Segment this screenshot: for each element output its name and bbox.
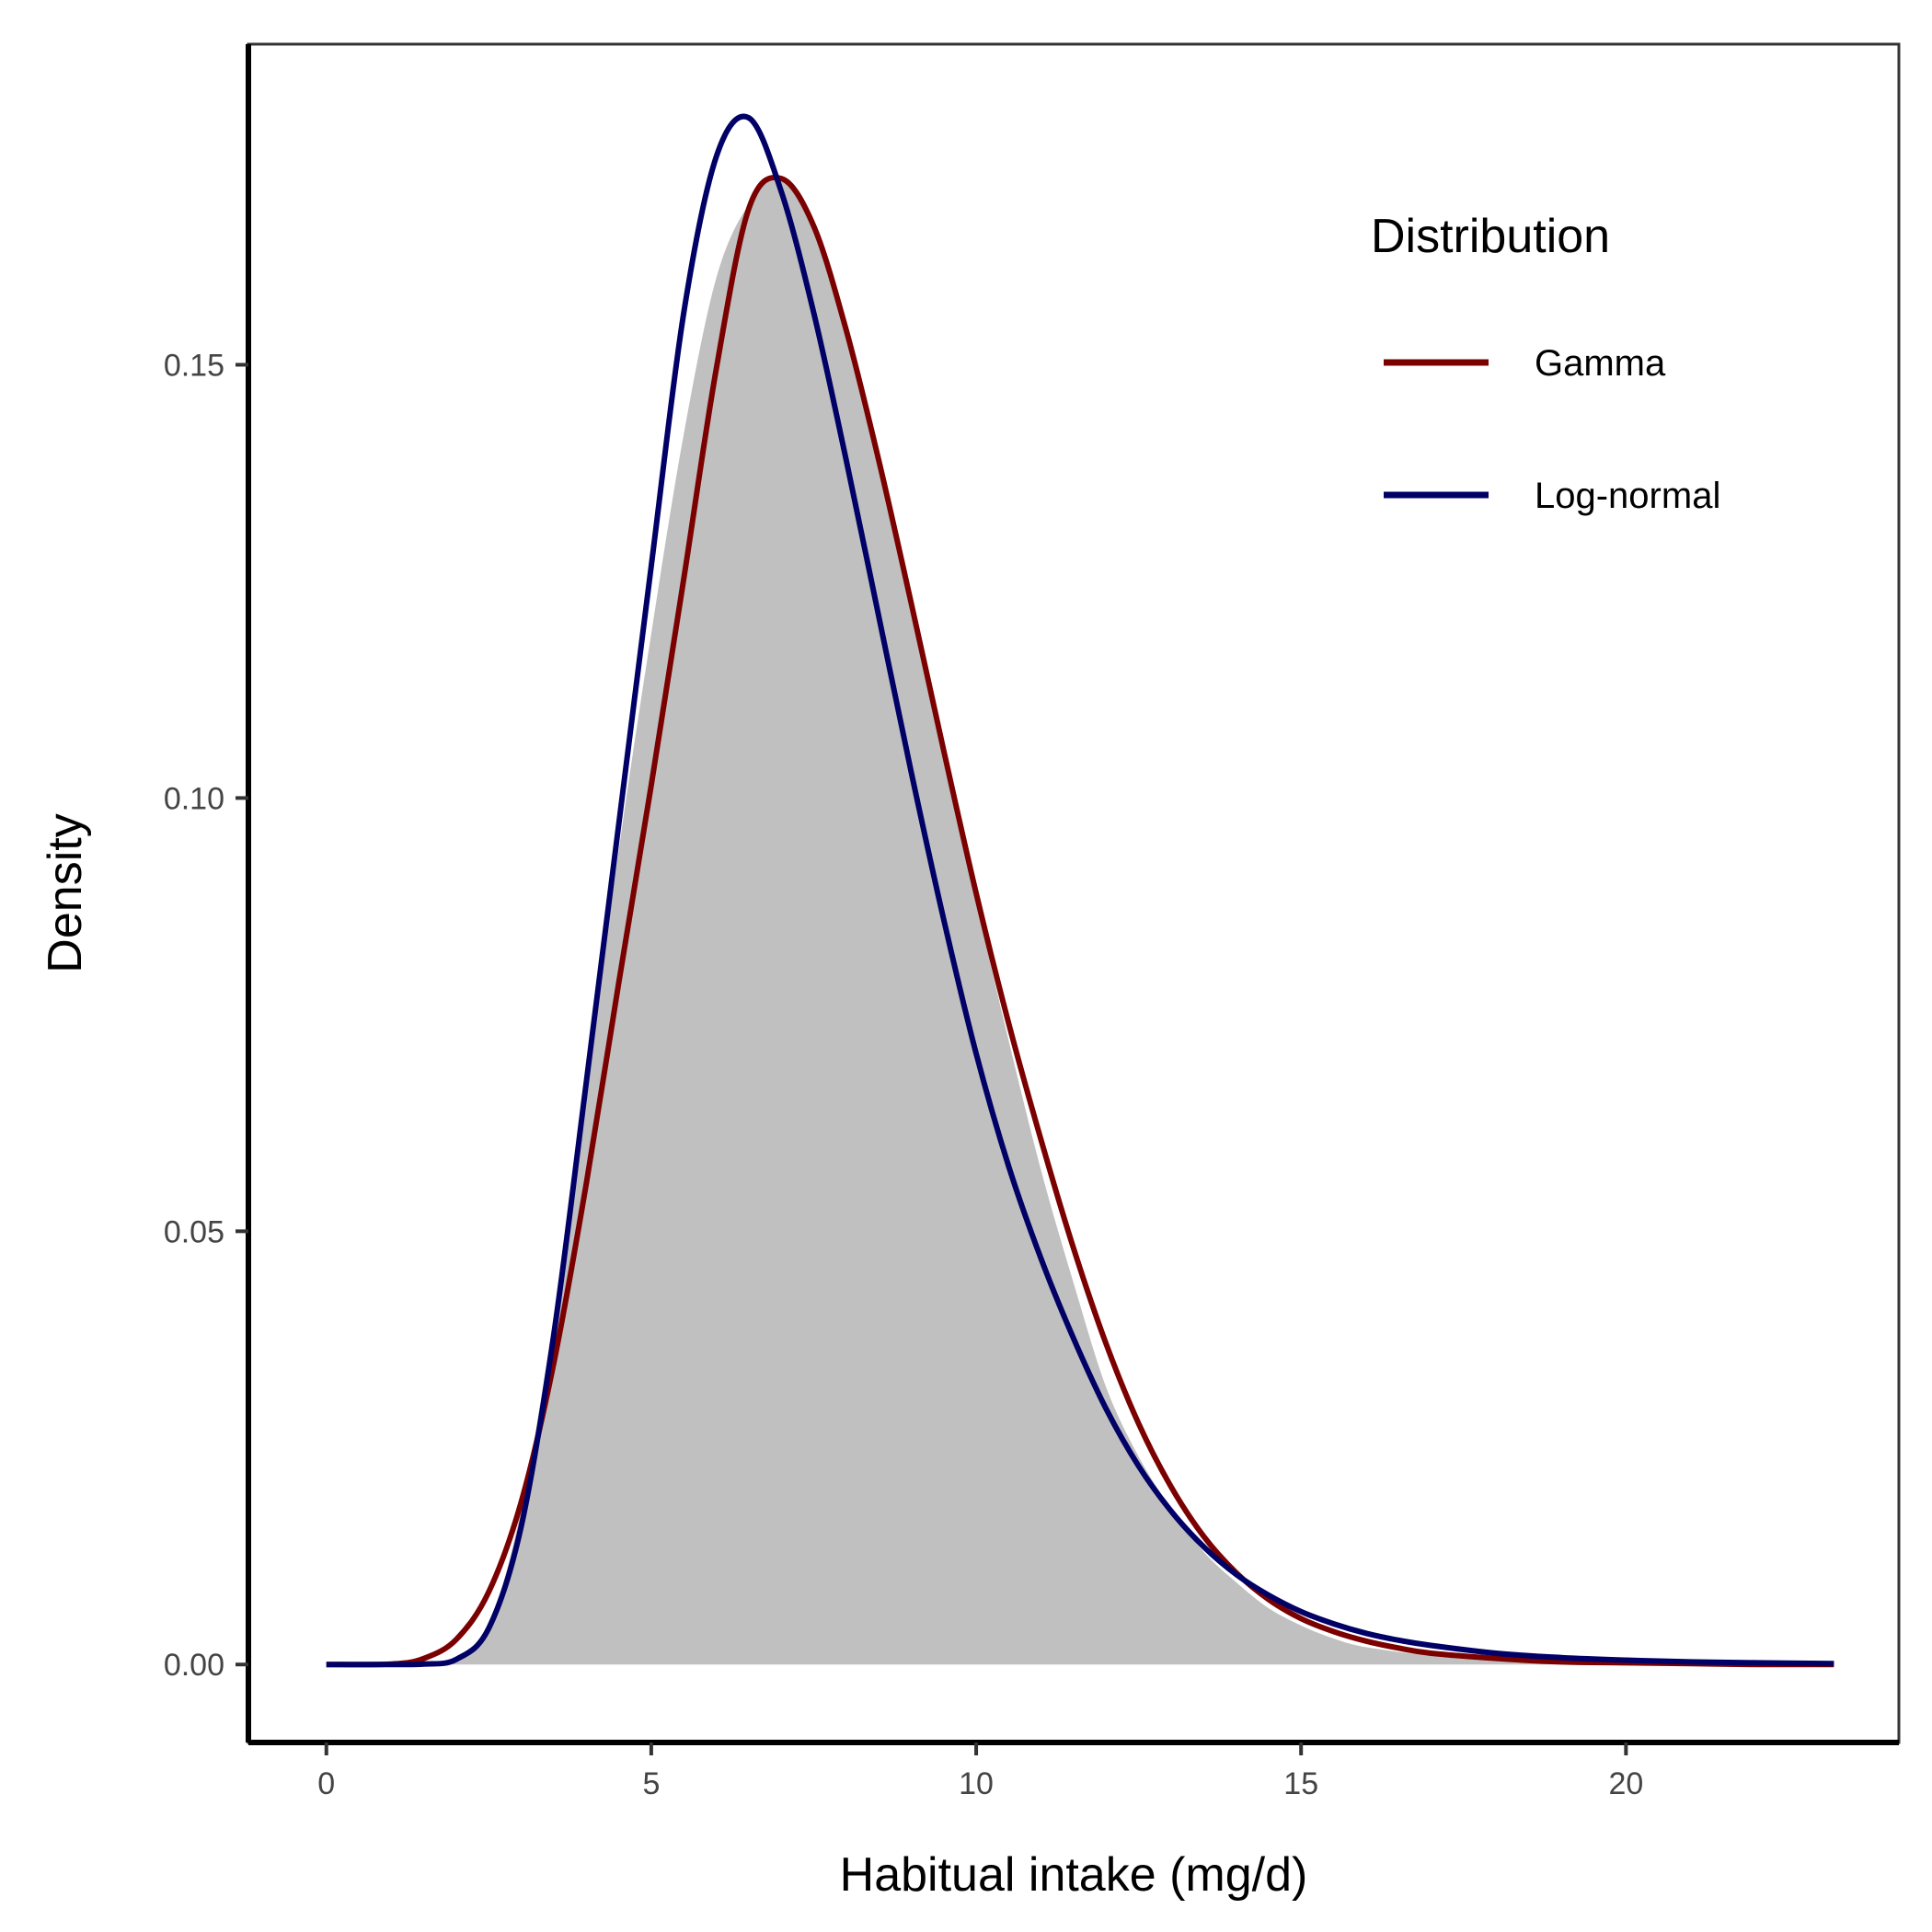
empirical-density-area [326,178,1834,1665]
legend-label-gamma: Gamma [1535,343,1666,384]
legend: Distribution Gamma Log-normal [1371,210,1720,516]
x-tick-label: 10 [959,1766,994,1801]
x-tick-label: 20 [1608,1766,1643,1801]
y-tick-label: 0.15 [164,348,224,383]
legend-items: Gamma Log-normal [1384,343,1720,516]
legend-title: Distribution [1371,210,1610,263]
x-axis-ticks: 0 5 10 15 20 [317,1742,1643,1801]
x-tick-label: 15 [1283,1766,1318,1801]
series-line-log-normal [326,113,1834,1668]
y-tick-label: 0.05 [164,1214,224,1249]
series-lines [326,113,1834,1668]
series-line-gamma [326,174,1834,1668]
y-axis-title: Density [39,813,92,972]
x-tick-label: 5 [642,1766,660,1801]
legend-label-log-normal: Log-normal [1535,476,1720,516]
y-tick-label: 0.00 [164,1648,224,1683]
y-tick-label: 0.10 [164,781,224,816]
y-axis-ticks: 0.00 0.05 0.10 0.15 [164,348,248,1683]
plot-area [326,113,1834,1668]
density-area [326,178,1834,1665]
x-axis-title: Habitual intake (mg/d) [840,1848,1308,1902]
x-tick-label: 0 [317,1766,335,1801]
